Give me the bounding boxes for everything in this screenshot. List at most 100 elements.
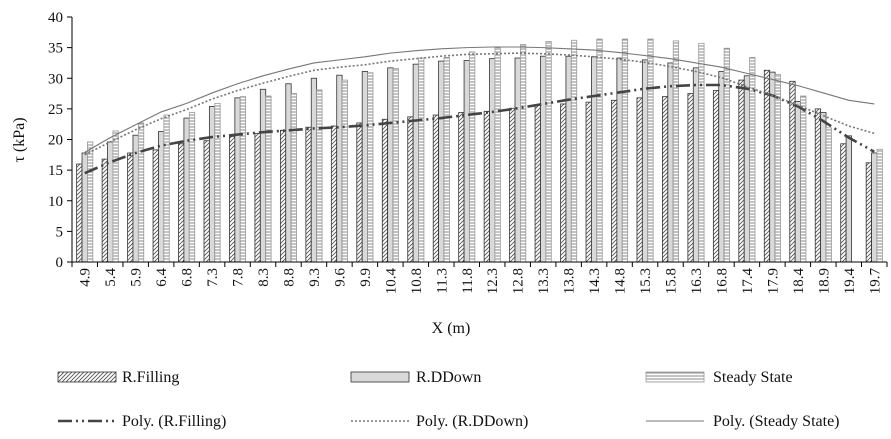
bar-r-ddown-14: [438, 60, 445, 263]
x-tick-label: 9.9: [358, 268, 374, 287]
bar-steady-state-12: [392, 68, 399, 263]
bar-steady-state-3: [163, 114, 170, 263]
bar-steady-state-23: [672, 40, 680, 263]
bar-r-filling-22: [636, 97, 643, 263]
bar-r-ddown-15: [463, 60, 470, 263]
x-tick-label: 5.9: [129, 268, 145, 287]
x-tick-label: 7.3: [205, 268, 221, 287]
bar-r-filling-6: [229, 136, 236, 263]
x-tick-label: 11.8: [460, 268, 476, 294]
bar-steady-state-31: [876, 148, 883, 263]
bar-steady-state-21: [621, 38, 629, 263]
bar-r-filling-21: [611, 99, 618, 263]
bar-steady-state-13: [418, 57, 425, 263]
bar-r-filling-4: [178, 143, 185, 263]
x-axis-title: X (m): [432, 320, 471, 337]
bar-r-ddown-1: [107, 141, 114, 263]
x-tick-label: 17.4: [740, 267, 756, 294]
x-tick-label: 13.3: [536, 268, 552, 294]
x-tick-label: 12.8: [511, 268, 527, 294]
x-tick-label: 15.8: [664, 268, 680, 294]
y-tick-label: 10: [48, 194, 63, 210]
x-tick-label: 18.4: [791, 268, 807, 295]
bar-r-filling-24: [687, 93, 694, 263]
bar-r-ddown-29: [820, 112, 827, 263]
x-tick-label: 12.3: [485, 268, 501, 294]
bar-r-filling-27: [763, 69, 771, 263]
x-tick-label: 9.6: [332, 267, 348, 286]
bar-r-filling-10: [330, 125, 338, 263]
bar-r-filling-25: [712, 90, 720, 263]
bar-r-ddown-27: [769, 71, 776, 263]
bar-r-ddown-11: [361, 71, 368, 263]
bar-r-ddown-7: [259, 88, 267, 263]
bar-r-filling-18: [534, 104, 541, 263]
bar-r-ddown-30: [845, 135, 852, 263]
legend-label-1: R.DDown: [416, 369, 481, 386]
trendline-0: [84, 83, 875, 175]
bar-r-filling-17: [509, 107, 516, 263]
x-tick-label: 10.8: [409, 268, 425, 294]
y-tick-label: 5: [56, 224, 64, 240]
x-tick-label: 6.4: [154, 267, 170, 286]
bar-steady-state-15: [469, 51, 476, 263]
bar-r-filling-23: [662, 96, 669, 263]
bar-r-ddown-9: [310, 77, 318, 263]
trendline-2: [84, 46, 875, 153]
x-tick-label: 4.9: [78, 268, 94, 287]
bar-r-ddown-10: [336, 74, 343, 263]
legend-label-2: Steady State: [713, 369, 793, 386]
bar-r-filling-9: [305, 126, 312, 263]
bar-r-ddown-3: [158, 131, 165, 263]
bar-steady-state-17: [520, 44, 527, 263]
bar-steady-state-27: [774, 74, 781, 263]
bar-r-filling-16: [483, 110, 490, 263]
legend: R.Filling R.DDown Steady State Poly. (R.Fil…: [57, 369, 840, 430]
y-tick-label: 20: [48, 133, 63, 149]
bar-r-filling-2: [127, 152, 134, 263]
bar-r-ddown-23: [667, 62, 674, 263]
bar-r-ddown-19: [565, 55, 572, 263]
bar-steady-state-11: [367, 72, 374, 263]
bar-r-ddown-28: [794, 101, 801, 263]
x-tick-label: 8.8: [281, 268, 297, 287]
bar-steady-state-0: [87, 141, 94, 263]
legend-trend-label-0: Poly. (R.Filling): [122, 413, 226, 430]
x-tick-label: 10.4: [383, 268, 399, 295]
bars: [76, 38, 883, 263]
bar-r-filling-19: [560, 103, 567, 263]
bar-r-ddown-16: [489, 58, 496, 263]
bar-r-filling-31: [865, 162, 872, 263]
bar-r-filling-8: [279, 129, 287, 263]
y-tick-label: 35: [48, 41, 63, 57]
bar-r-filling-20: [585, 101, 592, 263]
bar-steady-state-16: [494, 47, 501, 263]
x-tick-label: 9.3: [307, 268, 323, 287]
bar-r-ddown-8: [285, 83, 292, 263]
x-tick-label: 19.4: [842, 268, 858, 295]
legend-trend-label-1: Poly. (R.DDown): [416, 413, 528, 430]
bar-steady-state-29: [825, 127, 832, 263]
bar-r-filling-13: [407, 116, 414, 263]
bar-r-filling-5: [203, 140, 210, 263]
bar-r-ddown-13: [412, 63, 419, 263]
bar-steady-state-10: [341, 79, 348, 263]
bar-r-filling-14: [432, 114, 440, 263]
trendline-1: [84, 52, 875, 156]
x-tick-label: 14.8: [613, 268, 629, 294]
bar-r-filling-15: [458, 112, 465, 263]
bar-steady-state-2: [137, 122, 145, 263]
bar-r-filling-12: [381, 118, 389, 263]
bar-steady-state-19: [570, 39, 578, 263]
bar-r-ddown-0: [81, 152, 88, 263]
bar-steady-state-24: [698, 42, 705, 263]
bar-r-ddown-25: [718, 71, 725, 263]
bar-r-filling-26: [738, 79, 745, 263]
bar-steady-state-1: [112, 130, 119, 263]
x-tick-label: 18.9: [816, 268, 832, 294]
bar-r-ddown-5: [208, 106, 216, 263]
bar-steady-state-18: [545, 41, 552, 263]
bar-steady-state-14: [443, 57, 450, 263]
bar-r-ddown-22: [641, 59, 649, 263]
